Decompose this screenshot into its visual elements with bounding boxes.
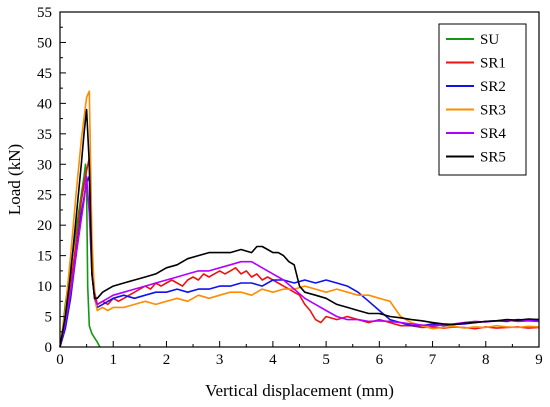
y-tick-label: 50 <box>37 35 52 51</box>
y-tick-label: 15 <box>37 249 52 265</box>
y-tick-label: 10 <box>37 279 52 295</box>
legend-label-sr3: SR3 <box>480 103 506 119</box>
x-tick-label: 2 <box>163 352 171 368</box>
y-axis: 0 5 10 15 20 25 30 35 40 45 50 55 <box>37 5 66 356</box>
y-tick-label: 55 <box>37 5 52 21</box>
y-tick-label: 30 <box>37 157 52 173</box>
series-layer <box>59 90 540 348</box>
x-tick-label: 0 <box>56 352 64 368</box>
series-line-sr3 <box>59 90 540 348</box>
series-line-sr5 <box>59 108 540 348</box>
series-line-sr4 <box>59 175 540 348</box>
y-tick-label: 40 <box>37 96 52 112</box>
y-tick-label: 5 <box>45 310 53 326</box>
y-tick-label: 20 <box>37 218 52 234</box>
series-line-sr2 <box>59 175 540 348</box>
legend-label-sr5: SR5 <box>480 150 506 166</box>
y-tick-label: 25 <box>37 188 52 204</box>
y-tick-label: 0 <box>45 340 53 356</box>
x-tick-label: 9 <box>535 352 543 368</box>
x-axis: 0 1 2 3 4 5 6 7 8 9 <box>56 341 543 368</box>
x-tick-label: 4 <box>269 352 277 368</box>
y-tick-label: 35 <box>37 127 52 143</box>
legend: SU SR1 SR2 SR3 SR4 SR5 <box>438 23 527 176</box>
legend-label-sr4: SR4 <box>480 126 506 142</box>
y-axis-label: Load (kN) <box>5 144 24 215</box>
series-line-sr1 <box>59 157 540 348</box>
x-axis-label: Vertical displacement (mm) <box>205 381 394 400</box>
x-tick-label: 8 <box>482 352 490 368</box>
legend-label-su: SU <box>480 32 499 48</box>
legend-box <box>438 23 527 176</box>
y-tick-label: 45 <box>37 66 52 82</box>
x-tick-label: 1 <box>109 352 117 368</box>
x-tick-label: 7 <box>429 352 437 368</box>
x-tick-label: 5 <box>322 352 330 368</box>
x-tick-label: 6 <box>376 352 384 368</box>
legend-label-sr1: SR1 <box>480 56 506 72</box>
x-tick-label: 3 <box>216 352 224 368</box>
legend-label-sr2: SR2 <box>480 79 506 95</box>
